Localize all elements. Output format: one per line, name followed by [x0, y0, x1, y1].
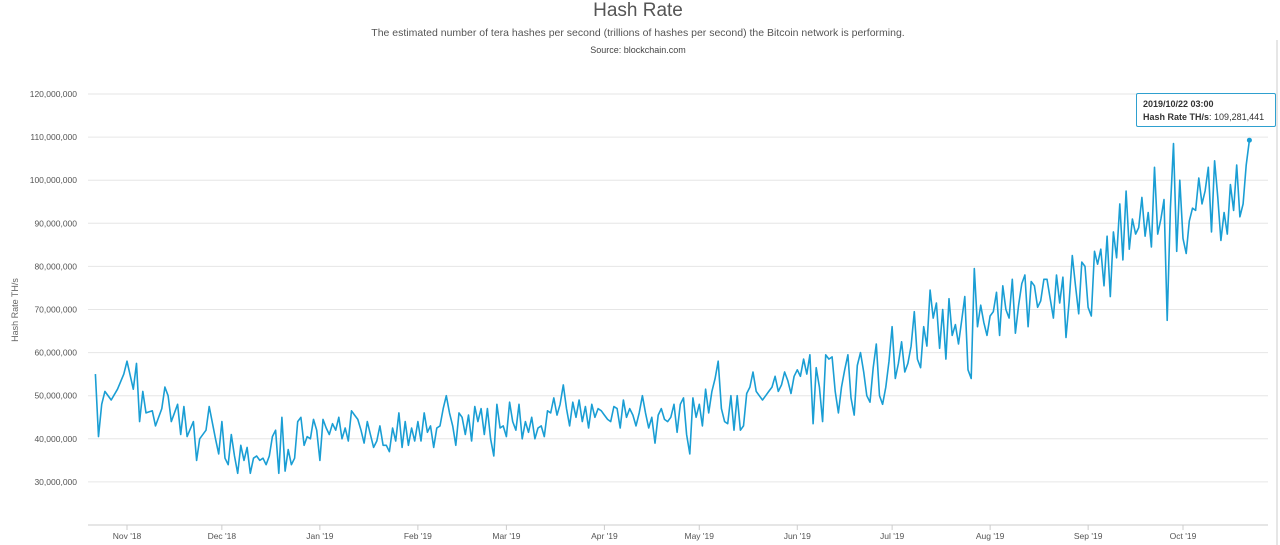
hover-point-marker[interactable] [1246, 137, 1252, 143]
y-tick-label: 40,000,000 [34, 434, 77, 444]
x-tick-label: Aug '19 [976, 531, 1005, 541]
x-tick-label: May '19 [685, 531, 715, 541]
y-tick-label: 110,000,000 [30, 132, 77, 142]
tooltip-value-row: Hash Rate TH/s: 109,281,441 [1143, 112, 1265, 122]
x-tick-label: Feb '19 [404, 531, 432, 541]
y-tick-label: 100,000,000 [30, 175, 78, 185]
hover-tooltip: 2019/10/22 03:00 Hash Rate TH/s: 109,281… [1136, 93, 1276, 127]
y-tick-label: 120,000,000 [30, 89, 78, 99]
y-axis-title: Hash Rate TH/s [10, 278, 20, 342]
y-axis: 30,000,000 40,000,000 50,000,000 60,000,000… [30, 89, 78, 487]
tooltip-series-label: Hash Rate TH/s [1143, 112, 1210, 122]
x-tick-label: Mar '19 [492, 531, 520, 541]
tooltip-date: 2019/10/22 03:00 [1143, 99, 1214, 109]
x-tick-label: Jul '19 [880, 531, 905, 541]
x-tick-label: Oct '19 [1170, 531, 1197, 541]
x-tick-label: Sep '19 [1074, 531, 1103, 541]
x-tick-label: Jan '19 [306, 531, 333, 541]
y-tick-label: 50,000,000 [34, 391, 77, 401]
chart-subtitle: The estimated number of tera hashes per … [371, 27, 905, 39]
y-tick-label: 80,000,000 [34, 261, 77, 271]
y-tick-label: 30,000,000 [34, 477, 77, 487]
x-tick-label: Jun '19 [784, 531, 811, 541]
x-tick-label: Nov '18 [113, 531, 142, 541]
series-layer[interactable] [94, 137, 1252, 475]
y-tick-label: 70,000,000 [34, 305, 77, 315]
tooltip-value: 109,281,441 [1214, 112, 1265, 122]
chart-title: Hash Rate [593, 0, 683, 21]
y-tick-label: 60,000,000 [34, 348, 77, 358]
x-tick-label: Apr '19 [591, 531, 618, 541]
grid-layer [88, 93, 1268, 483]
x-tick-label: Dec '18 [208, 531, 237, 541]
scrollbar-edge[interactable] [1276, 40, 1278, 545]
series-line[interactable] [94, 140, 1251, 475]
x-axis: Nov '18 Dec '18 Jan '19 Feb '19 Mar '19 Apr '… [88, 524, 1268, 541]
y-tick-label: 90,000,000 [34, 218, 77, 228]
chart-source: Source: blockchain.com [590, 45, 686, 55]
